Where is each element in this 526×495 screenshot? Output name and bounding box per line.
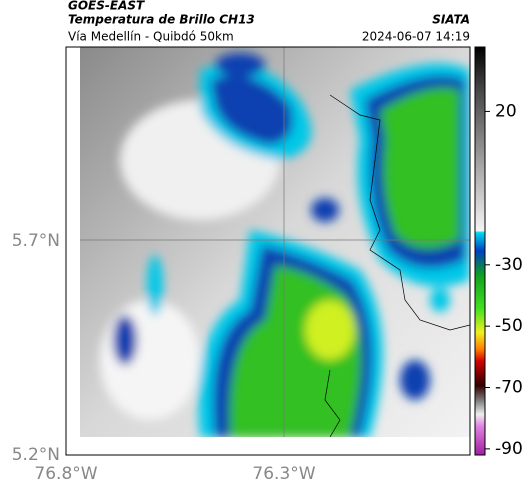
lat-label: 5.7°N (12, 231, 60, 251)
lat-label: 5.2°N (12, 445, 60, 465)
datetime: 2024-06-07 14:19 (362, 30, 470, 44)
map-frame (65, 46, 471, 456)
title: GOES-EAST (68, 0, 145, 13)
subtitle: Temperatura de Brillo CH13 (68, 13, 255, 27)
colorbar-tick-label: -50 (495, 316, 523, 336)
colorbar-ticks: 20 -30 -50 -70 -90 (485, 101, 523, 459)
source: SIATA (432, 13, 470, 27)
lon-label: 76.3°W (252, 464, 315, 484)
lon-label: 76.8°W (34, 464, 97, 484)
satellite-image (80, 47, 470, 437)
colorbar-tick-label: 20 (495, 101, 517, 121)
colorbar-tick-label: -30 (495, 255, 523, 275)
location: Vía Medellín - Quibdó 50km (68, 30, 234, 44)
colorbar-tick-label: -70 (495, 378, 523, 398)
colorbar (474, 46, 486, 456)
colorbar-tick-label: -90 (495, 439, 523, 459)
